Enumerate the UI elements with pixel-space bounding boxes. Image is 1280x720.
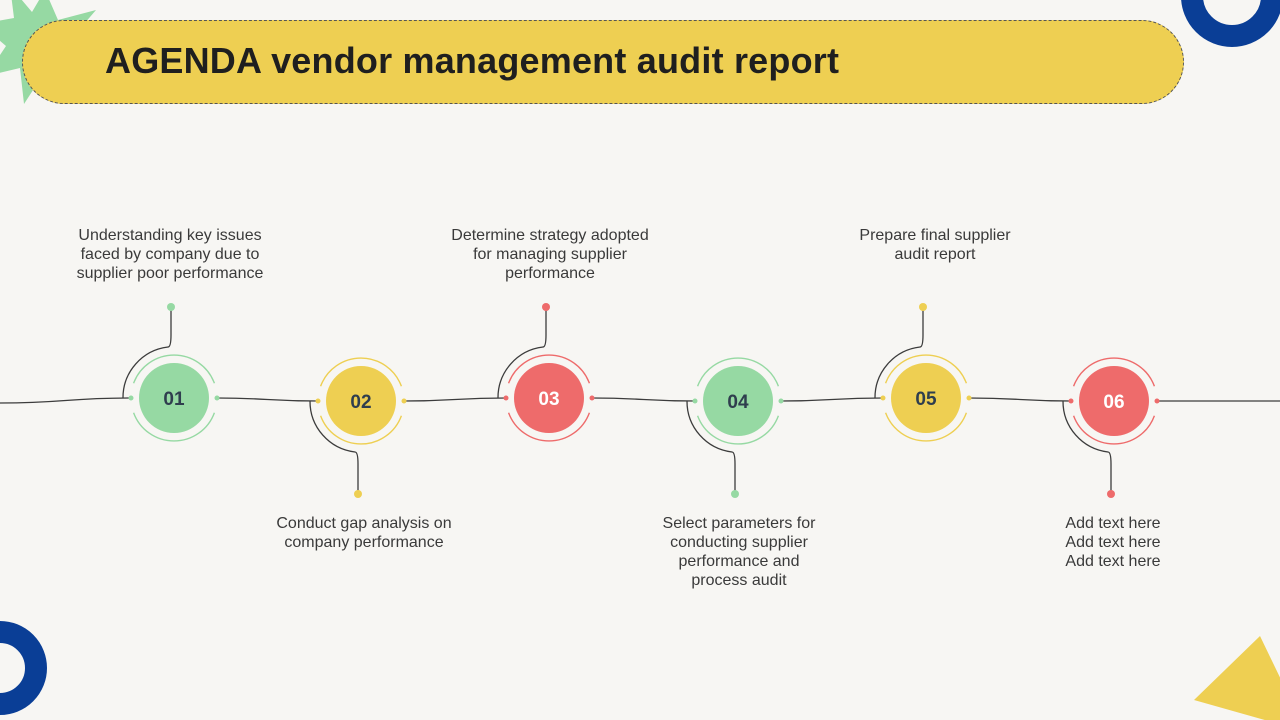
- step-circle-3: [514, 363, 584, 433]
- step-leader-line: [309, 400, 359, 494]
- step-connector-dot: [401, 398, 407, 404]
- step-text-6: Add text here Add text here Add text her…: [1065, 515, 1161, 570]
- step-connector-dot: [1068, 398, 1074, 404]
- step-number-5: 05: [915, 389, 937, 410]
- step-connector-dot: [503, 395, 509, 401]
- step-connector-dot: [778, 398, 784, 404]
- title-banner: [22, 20, 1184, 104]
- step-ring-arc: [1072, 415, 1156, 445]
- step-circle-6: [1079, 366, 1149, 436]
- page-title: AGENDA vendor management audit report: [105, 40, 840, 81]
- step-text-2: Conduct gap analysis on company performa…: [276, 515, 452, 551]
- step-number-3: 03: [538, 389, 559, 410]
- step-connector-dot: [589, 395, 595, 401]
- timeline-connector: [403, 397, 507, 402]
- step-connector-dot: [315, 398, 321, 404]
- step-leader-line: [686, 400, 736, 494]
- step-text-5: Prepare final supplier audit report: [859, 227, 1011, 263]
- timeline-connector: [591, 397, 696, 402]
- step-ring-arc: [507, 354, 591, 384]
- step-connector-dot: [1154, 398, 1160, 404]
- step-leader-line: [122, 307, 172, 399]
- navy-ring-top-decoration: [1181, 0, 1280, 47]
- step-ring-arc: [132, 412, 216, 442]
- step-ring-arc: [696, 415, 780, 445]
- step-pin-dot: [542, 303, 550, 311]
- step-connector-dot: [128, 395, 134, 401]
- step-pin-dot: [919, 303, 927, 311]
- step-connector-dot: [966, 395, 972, 401]
- step-ring-arc: [319, 357, 403, 387]
- navy-ring-bottom-decoration: [0, 621, 47, 715]
- step-pin-dot: [167, 303, 175, 311]
- step-text-4: Select parameters for conducting supplie…: [662, 515, 816, 589]
- step-leader-line: [1062, 400, 1112, 494]
- step-ring-arc: [1072, 357, 1156, 387]
- step-number-1: 01: [163, 389, 185, 410]
- step-pin-dot: [354, 490, 362, 498]
- step-circle-5: [891, 363, 961, 433]
- step-ring-arc: [319, 415, 403, 445]
- step-ring-arc: [884, 354, 968, 384]
- step-text-1: Understanding key issues faced by compan…: [76, 227, 264, 282]
- step-pin-dot: [1107, 490, 1115, 498]
- step-connector-dot: [880, 395, 886, 401]
- step-number-2: 02: [350, 392, 371, 413]
- step-number-6: 06: [1103, 392, 1124, 413]
- step-ring-arc: [507, 412, 591, 442]
- step-ring-arc: [132, 354, 216, 384]
- step-text-3: Determine strategy adopted for managing …: [451, 227, 649, 282]
- step-pin-dot: [731, 490, 739, 498]
- step-connector-dot: [692, 398, 698, 404]
- timeline-connector: [0, 397, 132, 404]
- step-circle-4: [703, 366, 773, 436]
- step-number-4: 04: [727, 392, 749, 413]
- yellow-triangle-decoration: [1194, 636, 1280, 720]
- step-leader-line: [874, 307, 924, 399]
- timeline-connector: [780, 397, 884, 402]
- step-ring-arc: [696, 357, 780, 387]
- step-connector-dot: [214, 395, 220, 401]
- step-circle-1: [139, 363, 209, 433]
- step-leader-line: [497, 307, 547, 399]
- timeline-connector: [968, 397, 1072, 402]
- timeline-connector: [216, 397, 319, 402]
- step-circle-2: [326, 366, 396, 436]
- step-ring-arc: [884, 412, 968, 442]
